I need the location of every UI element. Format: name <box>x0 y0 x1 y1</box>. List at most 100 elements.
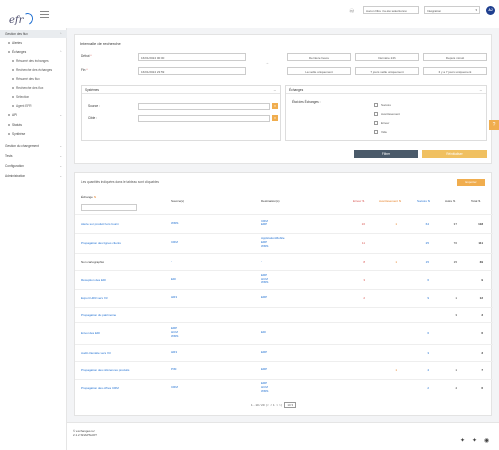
success-count[interactable]: 3 <box>427 350 429 355</box>
exchange-name[interactable]: Propagation des lignes clients <box>81 241 121 245</box>
reset-button[interactable]: Réinitialiser <box>422 150 487 158</box>
error-count[interactable]: 3 <box>363 277 365 282</box>
sidebar-item[interactable]: Résumé des flux <box>0 75 67 83</box>
per-page-select[interactable]: 10 ▾ <box>284 402 297 408</box>
next-page-icon[interactable]: > <box>275 403 279 407</box>
col-header-success[interactable]: Succès ⇅ <box>417 199 431 203</box>
github-icon[interactable]: ◉ <box>484 438 490 444</box>
total-count[interactable]: 12 <box>479 296 483 300</box>
quick-last-24h[interactable]: Dernière 24h <box>355 53 419 61</box>
total-count[interactable]: 3 <box>481 312 483 317</box>
quick-7days-ago[interactable]: Il y a 7 jours uniquement <box>423 67 487 75</box>
last-page-icon[interactable]: >| <box>278 403 282 407</box>
success-count[interactable]: 25 <box>425 241 429 245</box>
sidebar-item[interactable]: Synthèse <box>0 130 67 138</box>
prev-page-icon[interactable]: < <box>269 403 273 407</box>
other-count[interactable]: 1 <box>455 296 457 300</box>
success-count[interactable]: 15 <box>425 259 429 264</box>
total-count[interactable]: 39 <box>479 259 483 264</box>
state-warning-checkbox[interactable] <box>374 112 378 116</box>
sidebar-item[interactable]: Tests ⌄ <box>0 152 67 160</box>
success-count[interactable]: 4 <box>427 368 429 372</box>
error-count[interactable]: 11 <box>361 241 365 245</box>
total-count[interactable]: 6 <box>481 386 483 390</box>
other-count[interactable]: 70 <box>453 241 457 245</box>
total-count[interactable]: 3 <box>481 350 483 355</box>
bell-icon[interactable]: ♾ <box>349 9 355 15</box>
sidebar-item[interactable]: Recherche des échanges <box>0 66 67 74</box>
target-dropdown-icon[interactable]: ▾ <box>272 115 278 121</box>
exchange-name[interactable]: Réception des EDI <box>81 277 107 282</box>
source-select[interactable] <box>138 103 270 110</box>
warning-count[interactable]: 1 <box>395 259 397 264</box>
warning-count[interactable]: 1 <box>395 368 397 372</box>
col-header-other[interactable]: Autre ⇅ <box>445 199 456 203</box>
sidebar-item[interactable]: Statuts <box>0 121 67 129</box>
sidebar-item[interactable]: Échanges ⌃ <box>0 48 67 56</box>
quick-since-midnight[interactable]: Depuis minuit <box>423 53 487 61</box>
success-count[interactable]: 9 <box>427 296 429 300</box>
current-page[interactable]: 1 <box>273 403 275 407</box>
col-header-total[interactable]: Total ⇅ <box>471 199 481 203</box>
success-count[interactable]: 2 <box>427 386 429 390</box>
state-empty-checkbox[interactable] <box>374 130 378 134</box>
end-date-input[interactable]: 16/01/2024 23:59 <box>138 67 246 75</box>
global-filter-input[interactable]: Aucun filtre n'a été sélectionné <box>363 6 419 14</box>
quick-yesterday[interactable]: La veille uniquement <box>287 67 351 75</box>
col-header-exchange[interactable]: Échange ⇅ <box>81 195 97 199</box>
quick-7days-yesterday[interactable]: 7 jours veille uniquement <box>355 67 419 75</box>
sidebar-item[interactable]: API ⌄ <box>0 111 67 119</box>
total-count[interactable]: 6 <box>481 331 483 335</box>
error-count[interactable]: 8 <box>363 259 365 264</box>
quick-last-hour[interactable]: Dernière heure <box>287 53 351 61</box>
sidebar-item[interactable]: Résumé des échanges <box>0 57 67 65</box>
other-count[interactable]: 15 <box>453 259 457 264</box>
sidebar-item[interactable]: Sélection <box>0 93 67 101</box>
sidebar-item[interactable]: Administration ⌄ <box>0 172 67 180</box>
twitter-alt-icon[interactable]: ✦ <box>472 438 478 444</box>
avatar[interactable]: AJ <box>486 6 495 15</box>
filter-button[interactable]: Filtrer <box>354 150 418 158</box>
environment-select[interactable]: Intégration ▾ <box>424 6 480 14</box>
exchange-name[interactable]: Propagation des offres CRM <box>81 386 119 390</box>
exchange-name[interactable]: Non cartographié <box>81 259 105 264</box>
success-count[interactable]: 6 <box>427 331 429 335</box>
state-success-checkbox[interactable] <box>374 103 378 107</box>
exchange-filter-input[interactable] <box>81 204 137 211</box>
menu-toggle-icon[interactable] <box>40 11 49 18</box>
warning-count[interactable]: 1 <box>395 221 397 226</box>
total-count[interactable]: 7 <box>481 368 483 372</box>
error-count[interactable]: 2 <box>363 296 365 300</box>
sidebar-item[interactable]: Agent EFR <box>0 102 67 110</box>
other-count[interactable]: 4 <box>455 386 457 390</box>
total-count[interactable]: 111 <box>478 241 483 245</box>
exchange-name[interactable]: Export HR3 vers X3 <box>81 296 108 300</box>
other-count[interactable]: 3 <box>455 312 457 317</box>
twitter-icon[interactable]: ✦ <box>460 438 466 444</box>
first-page-icon[interactable]: |< <box>265 403 269 407</box>
exchange-name[interactable]: Audit clientèle vers X3 <box>81 350 111 355</box>
exchange-name[interactable]: Propagation des références produits <box>81 368 130 372</box>
sidebar-item[interactable]: Configuration ⌄ <box>0 162 67 170</box>
total-count[interactable]: 118 <box>478 221 483 226</box>
sidebar-item[interactable]: Gestion des flux ⌃ <box>0 30 67 38</box>
sidebar-item[interactable]: Recherche des flux <box>0 84 67 92</box>
success-count[interactable]: 6 <box>427 277 429 282</box>
col-header-error[interactable]: Erreur ⇅ <box>353 199 365 203</box>
other-count[interactable]: 1 <box>455 368 457 372</box>
success-count[interactable]: 64 <box>425 221 429 226</box>
exchange-name[interactable]: Envoi des EDI <box>81 331 101 335</box>
sidebar-item[interactable]: Gestion du changement ⌄ <box>0 142 67 150</box>
col-header-warning[interactable]: Avertissement ⇅ <box>379 199 402 203</box>
exchange-name[interactable]: Alerte sur produit hors fourni <box>81 221 119 226</box>
state-error-checkbox[interactable] <box>374 121 378 125</box>
help-icon[interactable]: ? <box>489 120 499 130</box>
error-count[interactable]: 16 <box>361 221 365 226</box>
app-logo[interactable]: efr <box>4 7 35 27</box>
source-dropdown-icon[interactable]: ▾ <box>272 103 278 109</box>
other-count[interactable]: 37 <box>453 221 457 226</box>
start-date-input[interactable]: 16/01/2024 00:00 <box>138 53 246 61</box>
export-button[interactable]: Exporter <box>457 179 485 186</box>
sidebar-item[interactable]: Alertes <box>0 39 67 47</box>
target-select[interactable] <box>138 115 270 122</box>
